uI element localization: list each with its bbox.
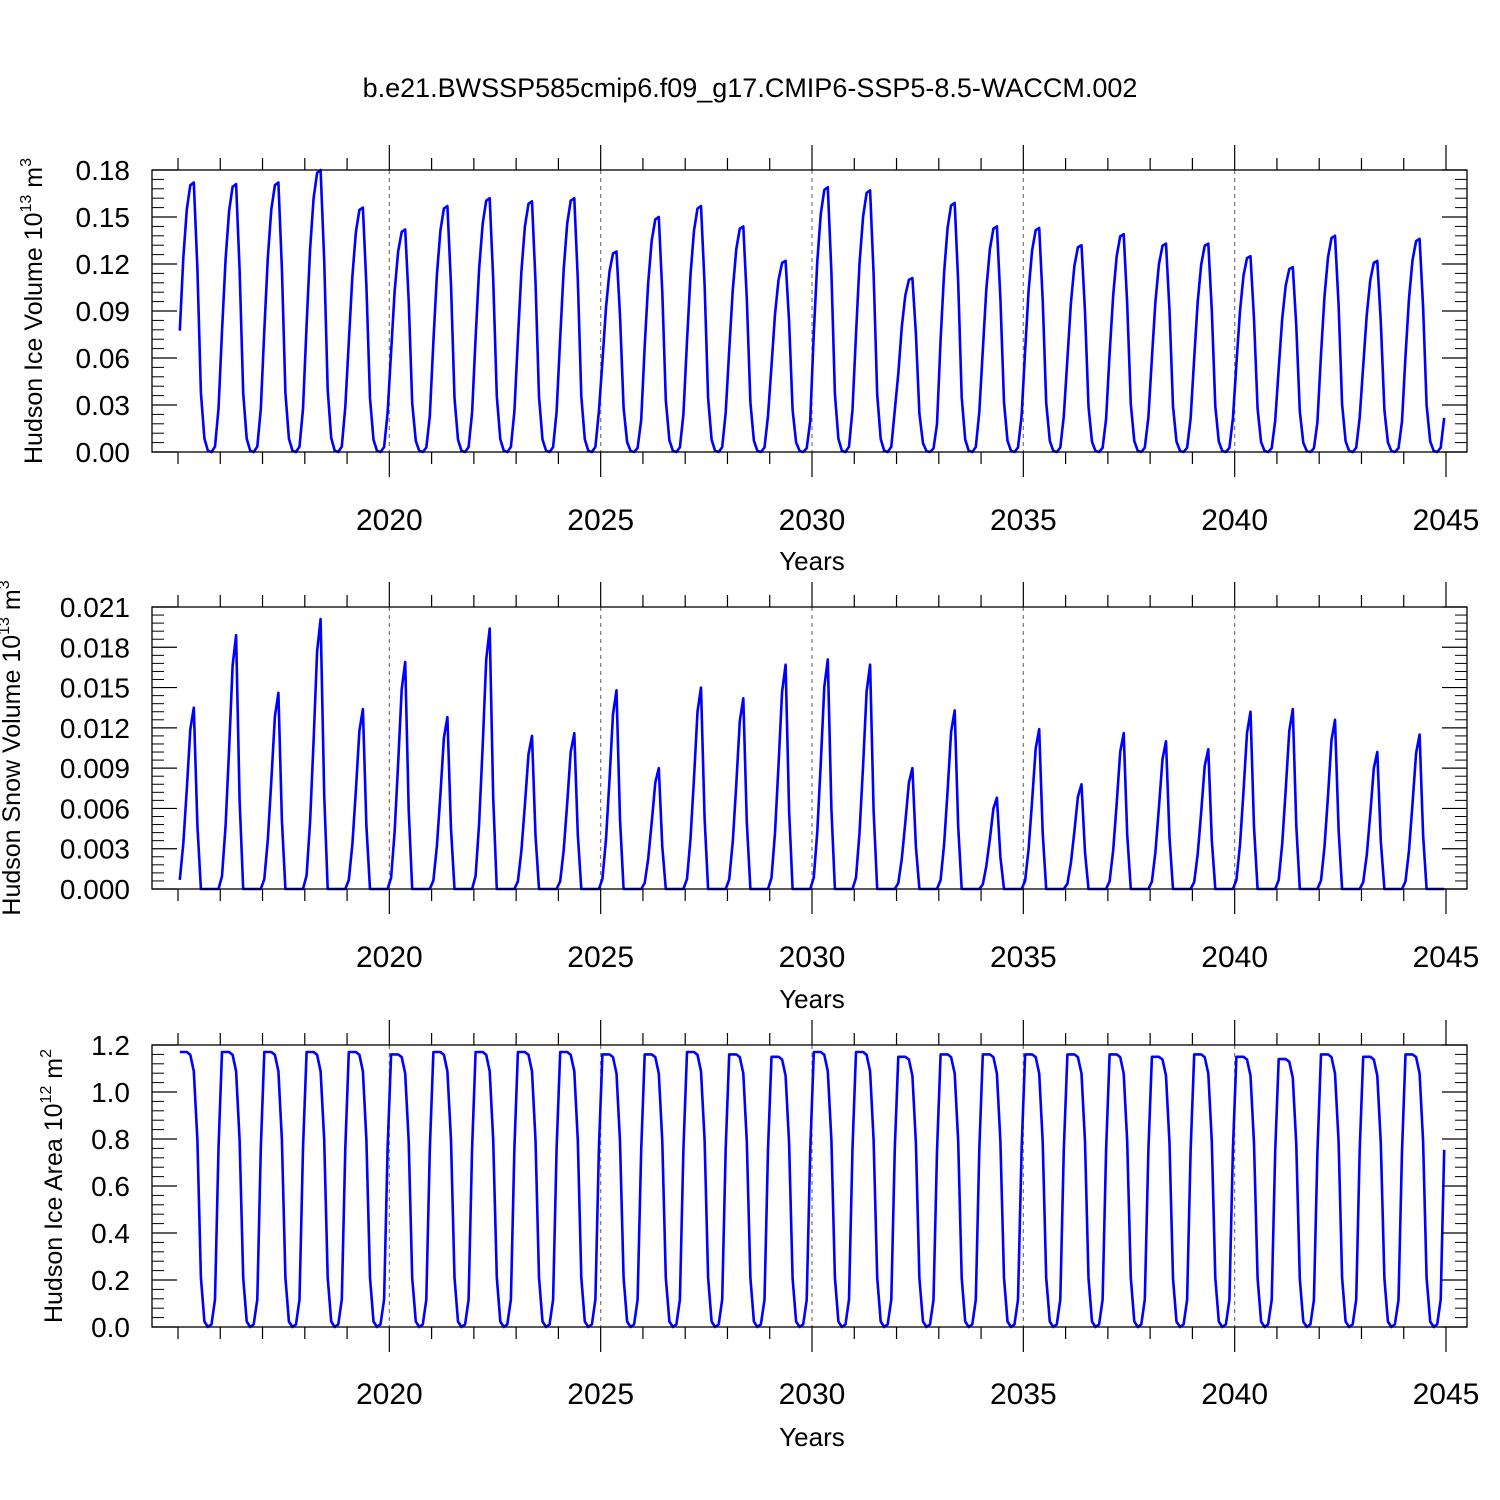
y-label-exponent: 13 (0, 617, 13, 635)
series-line (179, 1050, 1446, 1329)
y-tick-label: 0.2 (91, 1265, 130, 1296)
y-axis-label: Hudson Ice Volume 1013 m3 (18, 158, 48, 464)
y-tick-label: 0.03 (76, 390, 131, 421)
x-tick-label: 2020 (356, 941, 423, 974)
x-tick-label: 2030 (779, 504, 846, 537)
panel-snow-volume: 0.000 0.003 0.006 0.009 0.012 0.015 0.018 0.021… (0, 580, 1479, 1014)
y-tick-label: 0.006 (60, 793, 130, 824)
x-tick-label: 2040 (1201, 941, 1268, 974)
y-label-unit-exponent: 3 (0, 580, 13, 589)
y-axis-label: Hudson Ice Area 1012 m2 (38, 1049, 68, 1323)
x-tick-label: 2045 (1413, 504, 1480, 537)
y-tick-label: 0.009 (60, 753, 130, 784)
y-tick-label: 0.015 (60, 673, 130, 704)
y-tick-label: 1.2 (91, 1030, 130, 1061)
x-tick-label: 2040 (1201, 1378, 1268, 1411)
x-tick-label: 2025 (567, 941, 634, 974)
y-label-unit-exponent: 3 (18, 158, 35, 167)
y-label-text: Hudson Snow Volume 10 (0, 635, 26, 916)
series-line (178, 168, 1446, 454)
x-axis-label: Years (779, 546, 845, 576)
y-label-exponent: 13 (18, 195, 35, 213)
y-tick-label: 0.15 (76, 202, 131, 233)
x-tick-label: 2020 (356, 1378, 423, 1411)
x-tick-label: 2035 (990, 504, 1057, 537)
panel-ice-area: 0.0 0.2 0.4 0.6 0.8 1.0 1.2 2020 2025 2030 2035 204… (38, 1020, 1479, 1452)
y-axis-label: Hudson Snow Volume 1013 m3 (0, 580, 26, 915)
x-tick-label: 2035 (990, 1378, 1057, 1411)
y-label-unit-exponent: 2 (38, 1049, 55, 1058)
series-line (178, 617, 1445, 891)
y-label-unit: m (20, 167, 48, 195)
y-tick-label: 0.018 (60, 632, 130, 663)
y-tick-label: 0.000 (60, 874, 130, 905)
x-tick-label: 2025 (567, 1378, 634, 1411)
x-tick-label: 2035 (990, 941, 1057, 974)
x-tick-label: 2020 (356, 504, 423, 537)
x-tick-label: 2040 (1201, 504, 1268, 537)
y-tick-label: 0.0 (91, 1312, 130, 1343)
y-tick-label: 0.021 (60, 592, 130, 623)
y-label-text: Hudson Ice Area 10 (40, 1103, 68, 1323)
y-tick-label: 0.06 (76, 343, 131, 374)
y-tick-label: 0.8 (91, 1124, 130, 1155)
y-tick-label: 0.4 (91, 1218, 130, 1249)
x-tick-label: 2045 (1413, 1378, 1480, 1411)
y-tick-label: 0.00 (76, 437, 131, 468)
plot-frame (151, 606, 1468, 890)
x-tick-label: 2030 (779, 941, 846, 974)
x-axis-label: Years (779, 1422, 845, 1452)
x-tick-label: 2025 (567, 504, 634, 537)
figure-title: b.e21.BWSSP585cmip6.f09_g17.CMIP6-SSP5-8… (363, 73, 1138, 103)
y-label-unit: m (0, 589, 26, 617)
x-tick-label: 2045 (1413, 941, 1480, 974)
y-label-exponent: 12 (38, 1086, 55, 1104)
y-label-unit: m (40, 1058, 68, 1086)
y-tick-label: 0.12 (76, 249, 131, 280)
y-label-text: Hudson Ice Volume 10 (20, 212, 48, 464)
y-tick-label: 1.0 (91, 1077, 130, 1108)
y-tick-label: 0.003 (60, 834, 130, 865)
x-tick-label: 2030 (779, 1378, 846, 1411)
y-tick-label: 0.6 (91, 1171, 130, 1202)
y-tick-label: 0.18 (76, 155, 131, 186)
x-axis-label: Years (779, 984, 845, 1014)
y-tick-label: 0.09 (76, 296, 131, 327)
y-tick-label: 0.012 (60, 713, 130, 744)
panel-ice-volume: 0.00 0.03 0.06 0.09 0.12 0.15 0.18 2020 2025 2030… (18, 145, 1479, 576)
